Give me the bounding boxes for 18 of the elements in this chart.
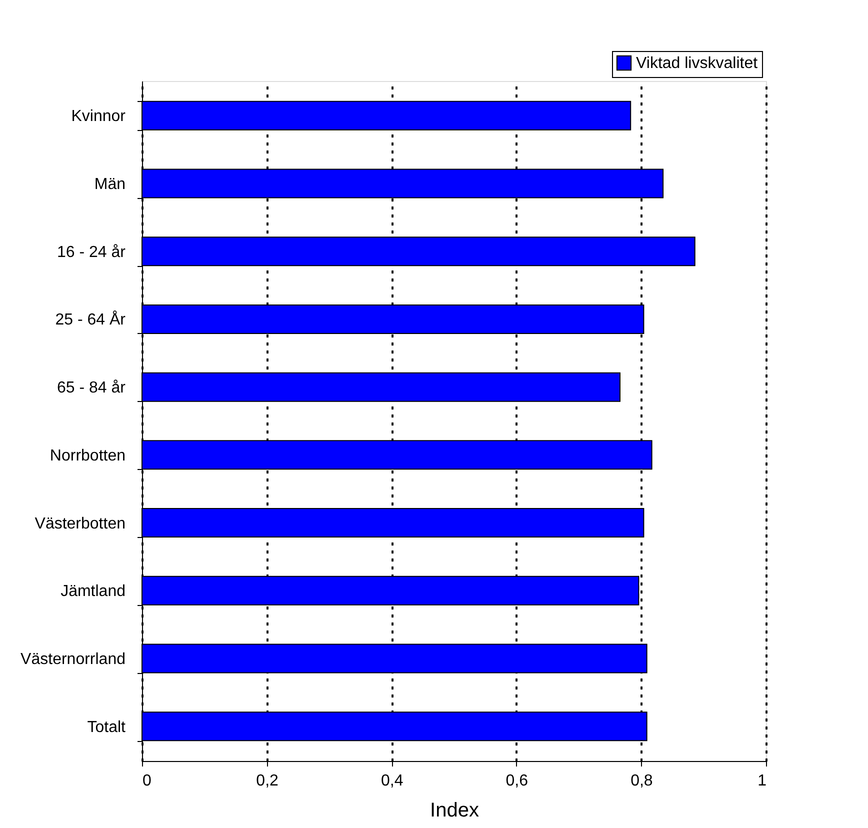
x-axis-title: Index: [430, 800, 479, 822]
y-tick-label: 25 - 64 År: [55, 310, 126, 329]
x-tick-label: 0,8: [630, 772, 653, 790]
y-tick-label: 65 - 84 år: [57, 380, 126, 397]
x-tick-label: 0: [142, 772, 152, 790]
legend-label: Viktad livskvalitet: [636, 55, 758, 72]
y-tick-label: Män: [94, 176, 126, 193]
y-tick-label: 16 - 24 år: [57, 244, 126, 261]
y-tick-label: Jämtland: [60, 583, 126, 600]
y-tick-label: Västernorrland: [20, 651, 126, 668]
x-tick-label: 1: [758, 772, 767, 790]
x-tick-label: 0,2: [256, 772, 279, 790]
x-tick-label: 0,6: [506, 772, 528, 790]
y-tick-label: Västerbotten: [34, 515, 126, 532]
y-tick-label: Norrbotten: [50, 447, 126, 464]
y-tick-label: Kvinnor: [71, 108, 126, 126]
x-tick-label: 0,4: [380, 772, 404, 790]
y-tick-label: Totalt: [87, 718, 126, 736]
